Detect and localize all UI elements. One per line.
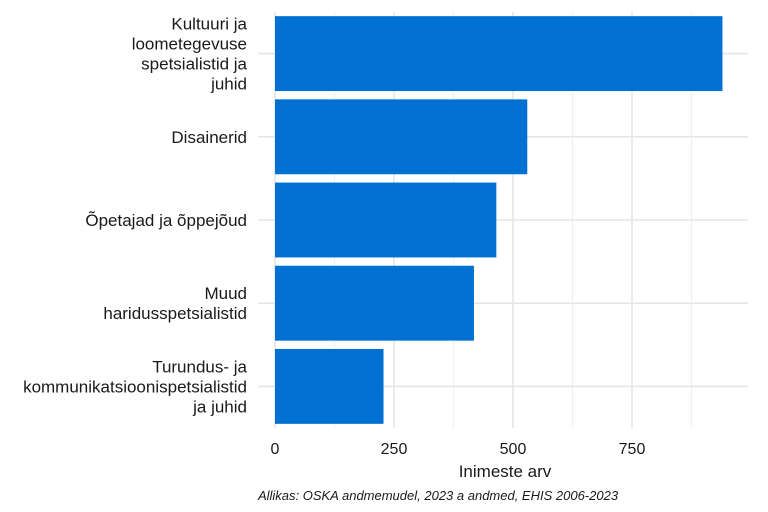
category-label-line: ja juhid — [192, 397, 247, 416]
category-label-line: Kultuuri ja — [171, 15, 247, 34]
x-tick-label: 250 — [381, 441, 408, 458]
x-axis-title: Inimeste arv — [459, 462, 552, 481]
source-caption: Allikas: OSKA andmemudel, 2023 a andmed,… — [257, 488, 619, 503]
bar — [275, 265, 474, 341]
category-label: Muud haridusspetsialistid — [103, 284, 247, 323]
category-label-line: Õpetajad ja õppejõud — [85, 211, 247, 230]
x-tick-labels: 0 250 500 750 — [271, 441, 646, 458]
category-label-line: Muud — [204, 284, 247, 303]
bar — [275, 99, 528, 175]
category-labels: Kultuuri ja loometegevuse spetsialistid ja… — [23, 15, 247, 417]
category-label: Turundus- ja kommunikatsioonispetsialisti… — [23, 357, 247, 416]
category-label-line: spetsialistid ja — [141, 55, 247, 74]
category-label-line: loometegevuse — [132, 35, 247, 54]
bar — [275, 16, 723, 92]
category-label-line: Turundus- ja — [152, 357, 247, 376]
bar — [275, 182, 497, 258]
category-label: Kultuuri ja loometegevuse spetsialistid ja… — [132, 15, 248, 94]
category-label-line: Disainerid — [171, 128, 247, 147]
x-tick-label: 500 — [500, 441, 527, 458]
bars-group — [275, 16, 723, 424]
x-tick-label: 0 — [271, 441, 280, 458]
category-label-line: juhid — [210, 75, 247, 94]
category-label-line: haridusspetsialistid — [103, 304, 247, 323]
category-label: Õpetajad ja õppejõud — [85, 211, 247, 230]
bar — [275, 348, 384, 424]
x-tick-label: 750 — [619, 441, 646, 458]
category-label-line: kommunikatsioonispetsialistid — [23, 377, 247, 396]
category-label: Disainerid — [171, 128, 247, 147]
